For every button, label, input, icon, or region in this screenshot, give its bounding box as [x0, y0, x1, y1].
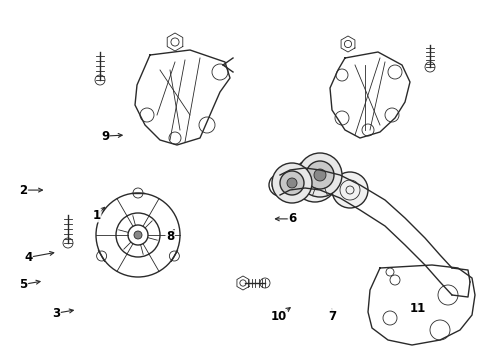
- Text: 5: 5: [20, 278, 27, 291]
- Text: 9: 9: [101, 130, 109, 143]
- Text: 7: 7: [328, 310, 336, 323]
- Text: 1: 1: [93, 209, 101, 222]
- Text: 3: 3: [52, 307, 60, 320]
- Circle shape: [134, 231, 142, 239]
- Circle shape: [280, 171, 304, 195]
- Circle shape: [305, 161, 333, 189]
- Circle shape: [292, 158, 336, 202]
- Text: 10: 10: [270, 310, 286, 323]
- Text: 11: 11: [409, 302, 426, 315]
- Circle shape: [286, 178, 296, 188]
- Circle shape: [297, 153, 341, 197]
- Text: 6: 6: [288, 212, 296, 225]
- Text: 2: 2: [20, 184, 27, 197]
- Circle shape: [331, 172, 367, 208]
- Text: 4: 4: [24, 251, 32, 264]
- Circle shape: [271, 163, 311, 203]
- Circle shape: [313, 169, 325, 181]
- Text: 8: 8: [166, 230, 174, 243]
